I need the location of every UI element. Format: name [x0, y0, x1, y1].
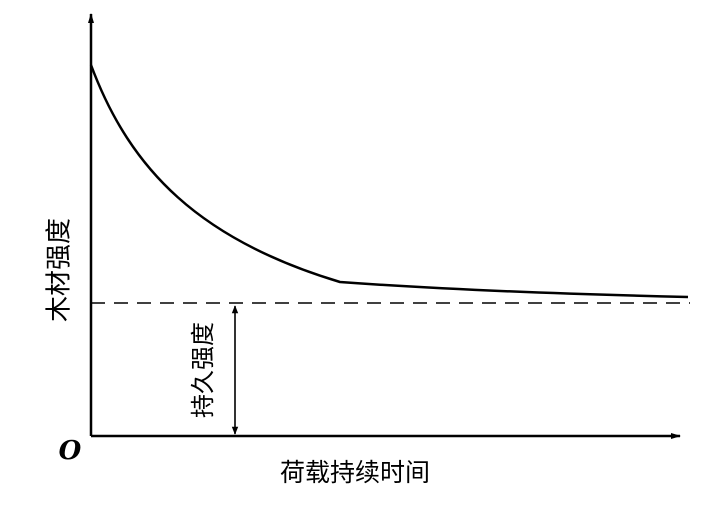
- y-axis-label: 木材强度: [45, 218, 75, 322]
- x-axis-label: 荷载持续时间: [280, 458, 430, 487]
- annotation: 持久强度: [189, 322, 217, 418]
- strength-curve: [89, 64, 689, 299]
- origin-label: O: [59, 436, 82, 466]
